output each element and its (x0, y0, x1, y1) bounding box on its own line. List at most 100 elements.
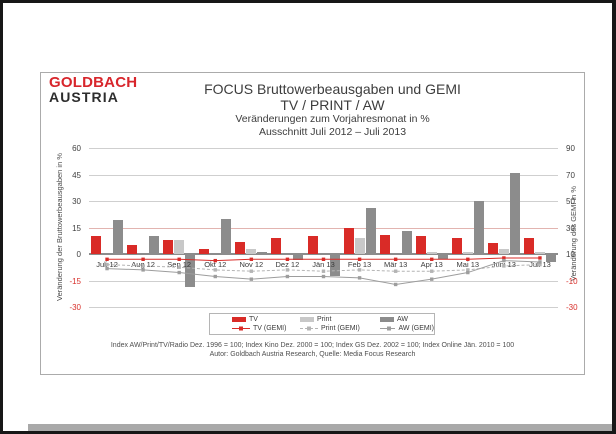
bar-tv (199, 248, 210, 254)
marker-print-gemi- (249, 269, 254, 273)
bar-tv (379, 234, 390, 254)
marker-print-gemi- (393, 269, 398, 273)
right-axis-tick: 30 (566, 223, 575, 233)
marker-aw-gemi- (321, 274, 326, 279)
legend-line-glyph (380, 326, 396, 331)
frame-border-right (612, 0, 616, 434)
marker-aw-gemi- (393, 282, 398, 287)
bar-aw (365, 208, 376, 254)
legend-item-aw-gemi-: AW (GEMI) (368, 325, 434, 332)
logo-goldbach: GOLDBACH (49, 74, 138, 91)
marker-aw-gemi- (466, 270, 470, 275)
bar-tv (415, 236, 426, 254)
chart-legend: TV Print AW TV (GEMI) Print (GEMI) AW (GEMI) (209, 313, 435, 335)
month-label: Dez 12 (275, 260, 300, 269)
legend-item-print-gemi-: Print (GEMI) (288, 325, 368, 332)
bar-tv (523, 238, 534, 254)
bar-aw (509, 172, 520, 254)
legend-item-tv: TV (210, 316, 288, 323)
bar-aw (113, 220, 124, 254)
bar-print (246, 248, 257, 254)
legend-item-print: Print (288, 316, 368, 323)
legend-item-aw: AW (368, 316, 434, 323)
bar-print (354, 238, 365, 254)
month-label: Aug 12 (131, 260, 155, 269)
left-axis-tick: 0 (76, 250, 81, 259)
bar-tv (451, 238, 462, 254)
month-label: Juli 12 (96, 260, 118, 269)
gridline (89, 280, 558, 282)
chart-titles: FOCUS Bruttowerbeausgaben und GEMI TV / … (101, 81, 564, 139)
gridline (89, 174, 558, 176)
left-axis-tick: 30 (72, 197, 81, 206)
right-axis-tick: -10 (566, 276, 578, 286)
legend-label: TV (GEMI) (253, 325, 287, 332)
left-axis-tick: 45 (72, 170, 81, 180)
frame-border-top (0, 0, 616, 3)
plot-area: 60 90 45 70 30 50 15 30 0 10 -15 -10 -30 -30 Juli 12 Au… (69, 144, 577, 312)
bar-aw (257, 252, 268, 254)
right-axis-tick: -30 (566, 303, 578, 312)
month-label: Apr 13 (420, 260, 443, 269)
footnote-source: Autor: Goldbach Austria Research, Quelle… (209, 351, 416, 358)
month-label: Mai 13 (456, 260, 480, 269)
bar-tv (235, 241, 246, 254)
marker-aw-gemi- (285, 274, 290, 279)
frame-border-bottom (0, 431, 616, 434)
right-axis-tick: 10 (566, 250, 575, 259)
legend-label: Print (GEMI) (321, 325, 360, 332)
month-label: Mär 13 (383, 260, 408, 269)
legend-label: AW (GEMI) (398, 325, 434, 332)
month-label: Juni 13 (491, 260, 516, 269)
bar-tv (271, 238, 282, 254)
marker-aw-gemi- (357, 276, 362, 280)
legend-swatch-print (300, 317, 314, 322)
logo-austria: AUSTRIA (49, 89, 119, 105)
gridline (89, 148, 558, 149)
goldbach-austria-logo: GOLDBACH AUSTRIA (49, 74, 138, 105)
legend-swatch-aw (380, 317, 394, 322)
right-axis-tick: 70 (566, 170, 575, 180)
marker-print-gemi- (321, 269, 326, 273)
month-label: Feb 13 (347, 260, 372, 269)
bar-print (174, 239, 185, 254)
bar-print (534, 252, 545, 254)
legend-item-tv-gemi-: TV (GEMI) (210, 325, 288, 332)
left-axis-tick: 60 (72, 144, 81, 153)
marker-aw-gemi- (213, 274, 217, 279)
legend-label: AW (397, 316, 409, 323)
month-label: Okt 12 (204, 260, 227, 269)
chart-subtitle: Veränderungen zum Vorjahresmonat in % (235, 113, 430, 125)
bar-aw (401, 231, 412, 254)
footnotes: Index AW/Print/TV/Radio Dez. 1996 = 100;… (41, 341, 584, 359)
bar-tv (343, 227, 354, 254)
left-axis-tick: -30 (69, 303, 81, 312)
legend-label: Print (317, 316, 332, 323)
marker-print-gemi- (430, 269, 434, 273)
footnote-index: Index AW/Print/TV/Radio Dez. 1996 = 100;… (110, 342, 515, 349)
month-label: Sep 12 (167, 260, 192, 269)
zero-axis-line (89, 253, 558, 255)
bar-print (462, 252, 473, 254)
gridline (89, 227, 558, 229)
chart-period: Ausschnitt Juli 2012 – Juli 2013 (258, 126, 407, 138)
bar-print (426, 252, 437, 254)
bar-tv (91, 236, 102, 254)
chart-panel: GOLDBACH AUSTRIA FOCUS Bruttowerbeausgab… (40, 72, 585, 375)
left-axis-tick: 15 (72, 223, 81, 233)
left-axis-tick: -15 (69, 276, 81, 286)
bar-aw (473, 201, 484, 254)
bar-print (498, 248, 509, 254)
legend-label: TV (249, 316, 258, 323)
chart-title-media: TV / PRINT / AW (280, 97, 385, 113)
chart-title-main: FOCUS Bruttowerbeausgaben und GEMI (204, 81, 461, 97)
legend-line-glyph (232, 326, 250, 331)
gridline (89, 307, 558, 308)
bar-tv (163, 239, 174, 254)
bar-aw (221, 218, 232, 254)
legend-line-glyph (300, 326, 318, 331)
page-drop-shadow (28, 424, 612, 431)
bar-tv (487, 243, 498, 254)
month-label: Juli 13 (529, 260, 551, 269)
